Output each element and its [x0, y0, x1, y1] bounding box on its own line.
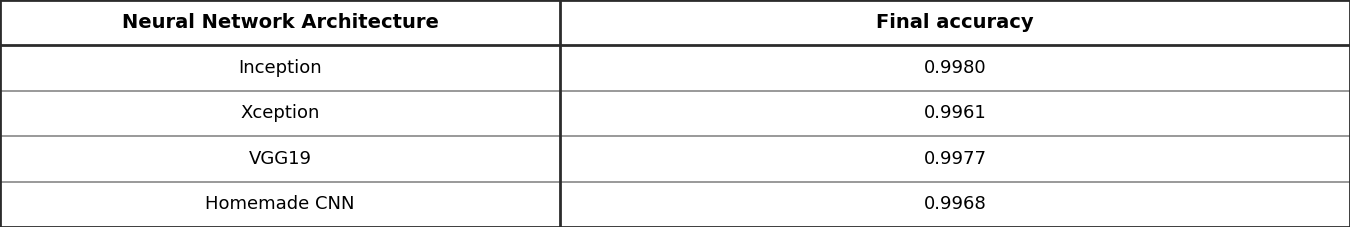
Text: Neural Network Architecture: Neural Network Architecture	[122, 13, 439, 32]
Text: Final accuracy: Final accuracy	[876, 13, 1034, 32]
Text: Homemade CNN: Homemade CNN	[205, 195, 355, 213]
Text: 0.9980: 0.9980	[923, 59, 987, 77]
Text: VGG19: VGG19	[248, 150, 312, 168]
Text: 0.9968: 0.9968	[923, 195, 987, 213]
Text: Inception: Inception	[239, 59, 321, 77]
Text: 0.9977: 0.9977	[923, 150, 987, 168]
Text: 0.9961: 0.9961	[923, 104, 987, 123]
Text: Xception: Xception	[240, 104, 320, 123]
